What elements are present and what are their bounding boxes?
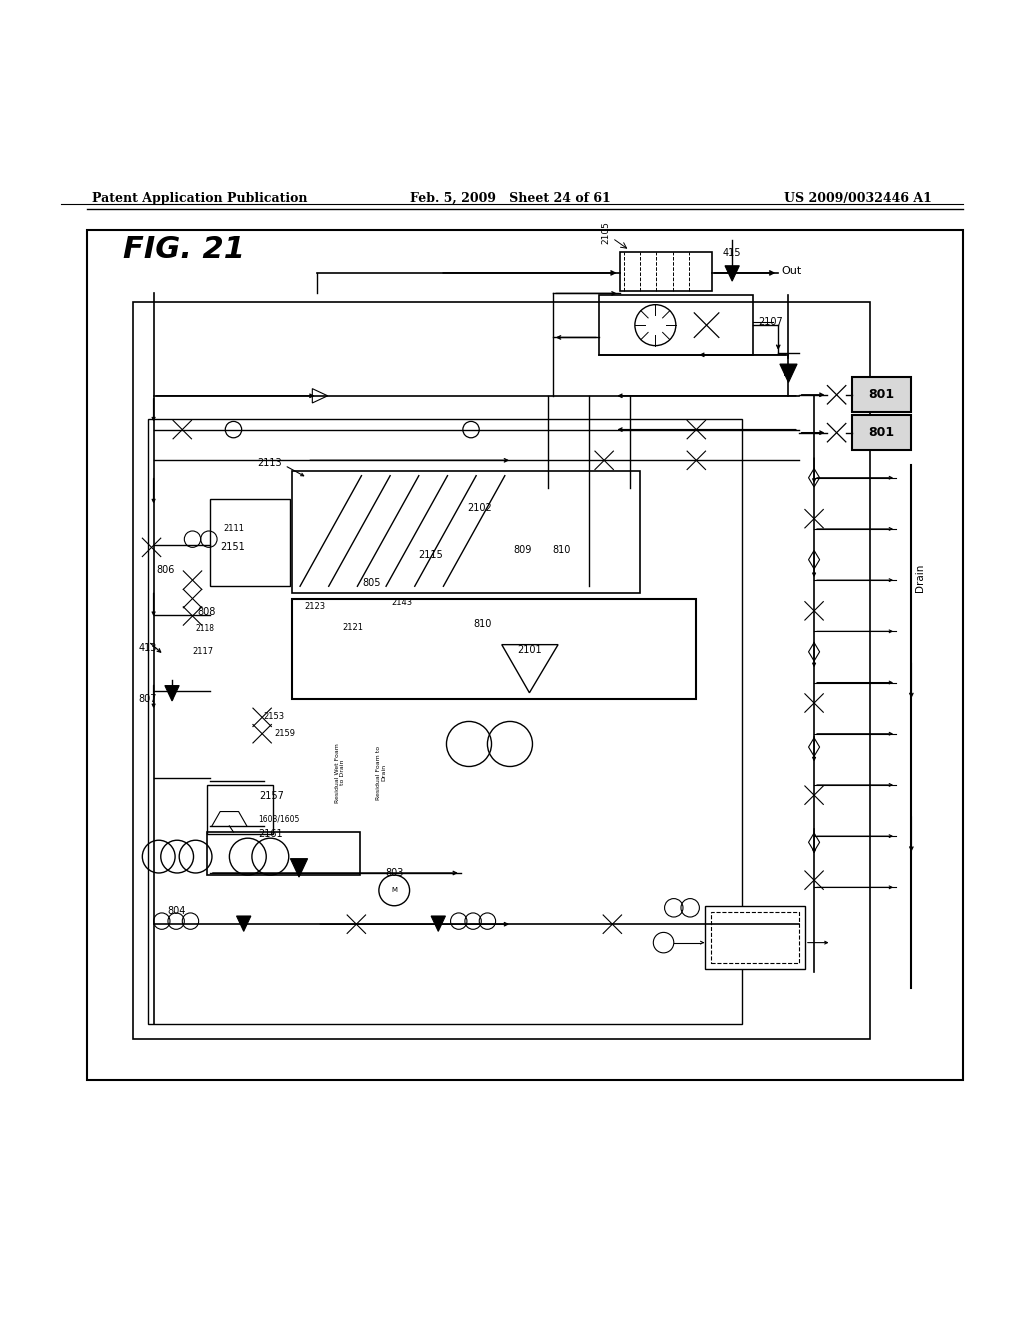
Text: 2143: 2143 xyxy=(392,598,413,607)
Bar xyxy=(210,499,290,586)
Bar xyxy=(148,420,742,1023)
Text: 2113: 2113 xyxy=(257,458,282,469)
Text: 803: 803 xyxy=(385,869,403,878)
Bar xyxy=(599,296,753,355)
Bar xyxy=(292,470,640,594)
Polygon shape xyxy=(291,858,307,876)
Polygon shape xyxy=(725,265,739,281)
Bar xyxy=(207,785,273,834)
Text: 810: 810 xyxy=(473,619,492,630)
Bar xyxy=(705,906,805,969)
Bar xyxy=(620,252,712,292)
Bar xyxy=(852,416,911,450)
Text: Patent Application Publication: Patent Application Publication xyxy=(92,191,307,205)
Text: 2107: 2107 xyxy=(758,317,782,327)
Text: 2111: 2111 xyxy=(223,524,245,533)
Text: 413: 413 xyxy=(138,643,157,652)
Text: 415: 415 xyxy=(723,248,741,257)
Bar xyxy=(133,301,870,1039)
Bar xyxy=(207,832,360,875)
Text: Out: Out xyxy=(781,265,802,276)
Polygon shape xyxy=(780,364,797,383)
Text: Residual Wet Foam
to Drain: Residual Wet Foam to Drain xyxy=(335,743,345,803)
Text: 1603/1605: 1603/1605 xyxy=(258,814,299,824)
Text: 2151: 2151 xyxy=(220,543,245,552)
Text: 2101: 2101 xyxy=(517,644,542,655)
Text: Drain: Drain xyxy=(914,564,925,593)
Text: 2123: 2123 xyxy=(305,602,326,611)
Bar xyxy=(711,912,799,964)
Polygon shape xyxy=(165,685,179,701)
Text: 2161: 2161 xyxy=(258,829,283,840)
Text: 807: 807 xyxy=(138,694,157,704)
Text: 2121: 2121 xyxy=(343,623,364,632)
Bar xyxy=(292,598,696,698)
Text: 806: 806 xyxy=(157,565,175,576)
Text: 2117: 2117 xyxy=(193,647,214,656)
Text: In: In xyxy=(783,368,794,379)
Text: 810: 810 xyxy=(552,545,570,556)
Polygon shape xyxy=(237,916,251,932)
Text: M: M xyxy=(391,887,397,894)
Text: 2159: 2159 xyxy=(274,729,295,738)
Text: 2157: 2157 xyxy=(259,791,284,801)
Text: 2153: 2153 xyxy=(264,711,285,721)
Text: 2105: 2105 xyxy=(602,222,610,244)
Text: 2102: 2102 xyxy=(467,503,492,513)
Text: 801: 801 xyxy=(868,426,895,440)
Text: US 2009/0032446 A1: US 2009/0032446 A1 xyxy=(784,191,932,205)
Text: Residual Foam to
Drain: Residual Foam to Drain xyxy=(376,746,386,800)
Text: 2115: 2115 xyxy=(418,549,442,560)
Text: FIG. 21: FIG. 21 xyxy=(123,235,245,264)
Text: 801: 801 xyxy=(868,388,895,401)
Bar xyxy=(852,378,911,412)
Text: 805: 805 xyxy=(362,578,381,589)
Polygon shape xyxy=(431,916,445,932)
Text: 2118: 2118 xyxy=(196,624,214,632)
Bar xyxy=(87,230,963,1080)
Text: 809: 809 xyxy=(513,545,531,556)
Text: 808: 808 xyxy=(198,607,216,616)
Text: Feb. 5, 2009   Sheet 24 of 61: Feb. 5, 2009 Sheet 24 of 61 xyxy=(410,191,610,205)
Text: 804: 804 xyxy=(167,906,185,916)
